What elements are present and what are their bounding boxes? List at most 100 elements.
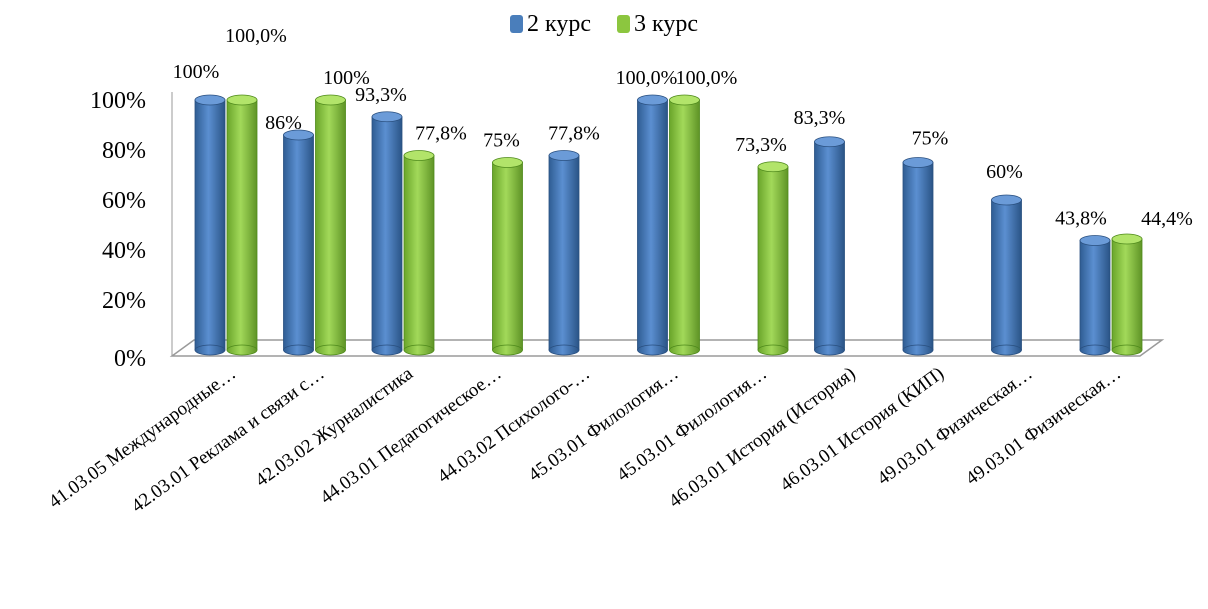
bar: [371, 111, 403, 356]
bar: [637, 94, 668, 356]
bar-top: [757, 161, 789, 173]
bar-top: [814, 136, 845, 148]
x-tick-label: 45.03.01 Филология…: [525, 363, 683, 486]
x-tick-label: 49.03.01 Физическая…: [874, 363, 1037, 489]
data-label: 43,8%: [1055, 208, 1107, 230]
bar-body: [991, 199, 1022, 351]
bar-body: [637, 99, 668, 351]
bar-top: [637, 94, 668, 106]
x-tick-label: 44.03.01 Педагогическое…: [316, 363, 505, 508]
bar-base: [548, 344, 580, 356]
bar-body: [371, 116, 403, 351]
bar-base: [902, 344, 934, 356]
bar-top: [1111, 233, 1143, 245]
data-label: 83,3%: [794, 107, 846, 129]
y-tick-label: 60%: [102, 188, 146, 214]
bar-top: [194, 94, 226, 106]
bar-top: [548, 150, 580, 161]
bar-base: [315, 344, 346, 356]
bar: [283, 129, 314, 356]
y-tick-label: 100%: [90, 88, 146, 114]
bar-body: [669, 99, 700, 351]
bar: [548, 150, 580, 356]
bar-base: [403, 344, 435, 356]
bar-base: [492, 344, 523, 356]
x-tick-label: 44.03.02 Психолого-…: [434, 363, 594, 487]
data-label: 60%: [986, 161, 1023, 183]
data-label: 100,0%: [225, 25, 287, 47]
bar-top: [902, 157, 934, 168]
bar: [194, 94, 226, 356]
bar-body: [757, 166, 789, 351]
bar: [403, 150, 435, 356]
data-labels: 100%100,0%86%100%93,3%77,8% 75% 77,8%100,0…: [173, 25, 1193, 230]
bar: [814, 136, 845, 356]
data-label: 44,4%: [1141, 208, 1193, 230]
y-tick-label: 40%: [102, 238, 146, 264]
bar-top: [492, 157, 523, 168]
data-label: 100%: [173, 61, 220, 83]
bar-top: [991, 194, 1022, 206]
bar-body: [194, 99, 226, 351]
bar-top: [669, 94, 700, 106]
data-label: 100%: [323, 67, 370, 89]
bar: [902, 157, 934, 356]
legend-swatch-series-2: [617, 14, 630, 33]
bar-top: [1079, 235, 1111, 246]
bar: [315, 94, 346, 356]
bar-body: [315, 99, 346, 351]
bars: [194, 94, 1143, 356]
bar-body: [226, 99, 258, 351]
bar-body: [1079, 240, 1111, 351]
bar-body: [814, 141, 845, 351]
x-tick-label: 46.03.01 История (КИП): [776, 363, 948, 496]
bar-base: [1079, 344, 1111, 356]
legend-item-series-2: 3 курс: [617, 11, 698, 38]
bar-base: [283, 344, 314, 356]
bar: [669, 94, 700, 356]
bar-top: [283, 129, 314, 141]
x-tick-label: 49.03.01 Физическая…: [962, 363, 1125, 489]
bar-base: [991, 344, 1022, 356]
bar-body: [902, 162, 934, 351]
x-tick-label: 42.03.02 Журналистика: [252, 363, 418, 491]
data-label: 100,0%: [676, 67, 738, 89]
bar-top: [371, 111, 403, 123]
data-label: 93,3%: [355, 84, 407, 106]
bar-base: [757, 344, 789, 356]
bar: [991, 194, 1022, 356]
bar-base: [669, 344, 700, 356]
data-label: 100,0%: [616, 67, 678, 89]
bar-base: [1111, 344, 1143, 356]
data-label: 75%: [912, 128, 949, 150]
bar: [226, 94, 258, 356]
bar-body: [492, 162, 523, 351]
legend: 2 курс 3 курс: [0, 10, 1208, 38]
legend-swatch-series-1: [510, 14, 524, 33]
bar-body: [283, 134, 314, 351]
bar-base: [226, 344, 258, 356]
bar-top: [226, 94, 258, 106]
bar-top: [403, 150, 435, 161]
y-tick-label: 0%: [114, 346, 146, 372]
bar: [492, 157, 523, 356]
bar-top: [315, 94, 346, 106]
bar-base: [371, 344, 403, 356]
legend-label-series-2: 3 курс: [634, 10, 698, 37]
bar-base: [194, 344, 226, 356]
bar-base: [637, 344, 668, 356]
legend-item-series-1: 2 курс: [510, 11, 591, 38]
data-label: 73,3%: [735, 134, 787, 156]
bar-body: [548, 155, 580, 351]
bar-base: [814, 344, 845, 356]
data-label: 86%: [265, 112, 302, 134]
x-tick-label: 45.03.01 Филология…: [613, 363, 771, 486]
data-label: 77,8%: [415, 123, 467, 145]
bar: [757, 161, 789, 356]
y-tick-label: 80%: [102, 138, 146, 164]
bar-body: [1111, 238, 1143, 351]
bar: [1111, 233, 1143, 356]
bar: [1079, 235, 1111, 356]
data-label: 77,8%: [548, 123, 600, 145]
